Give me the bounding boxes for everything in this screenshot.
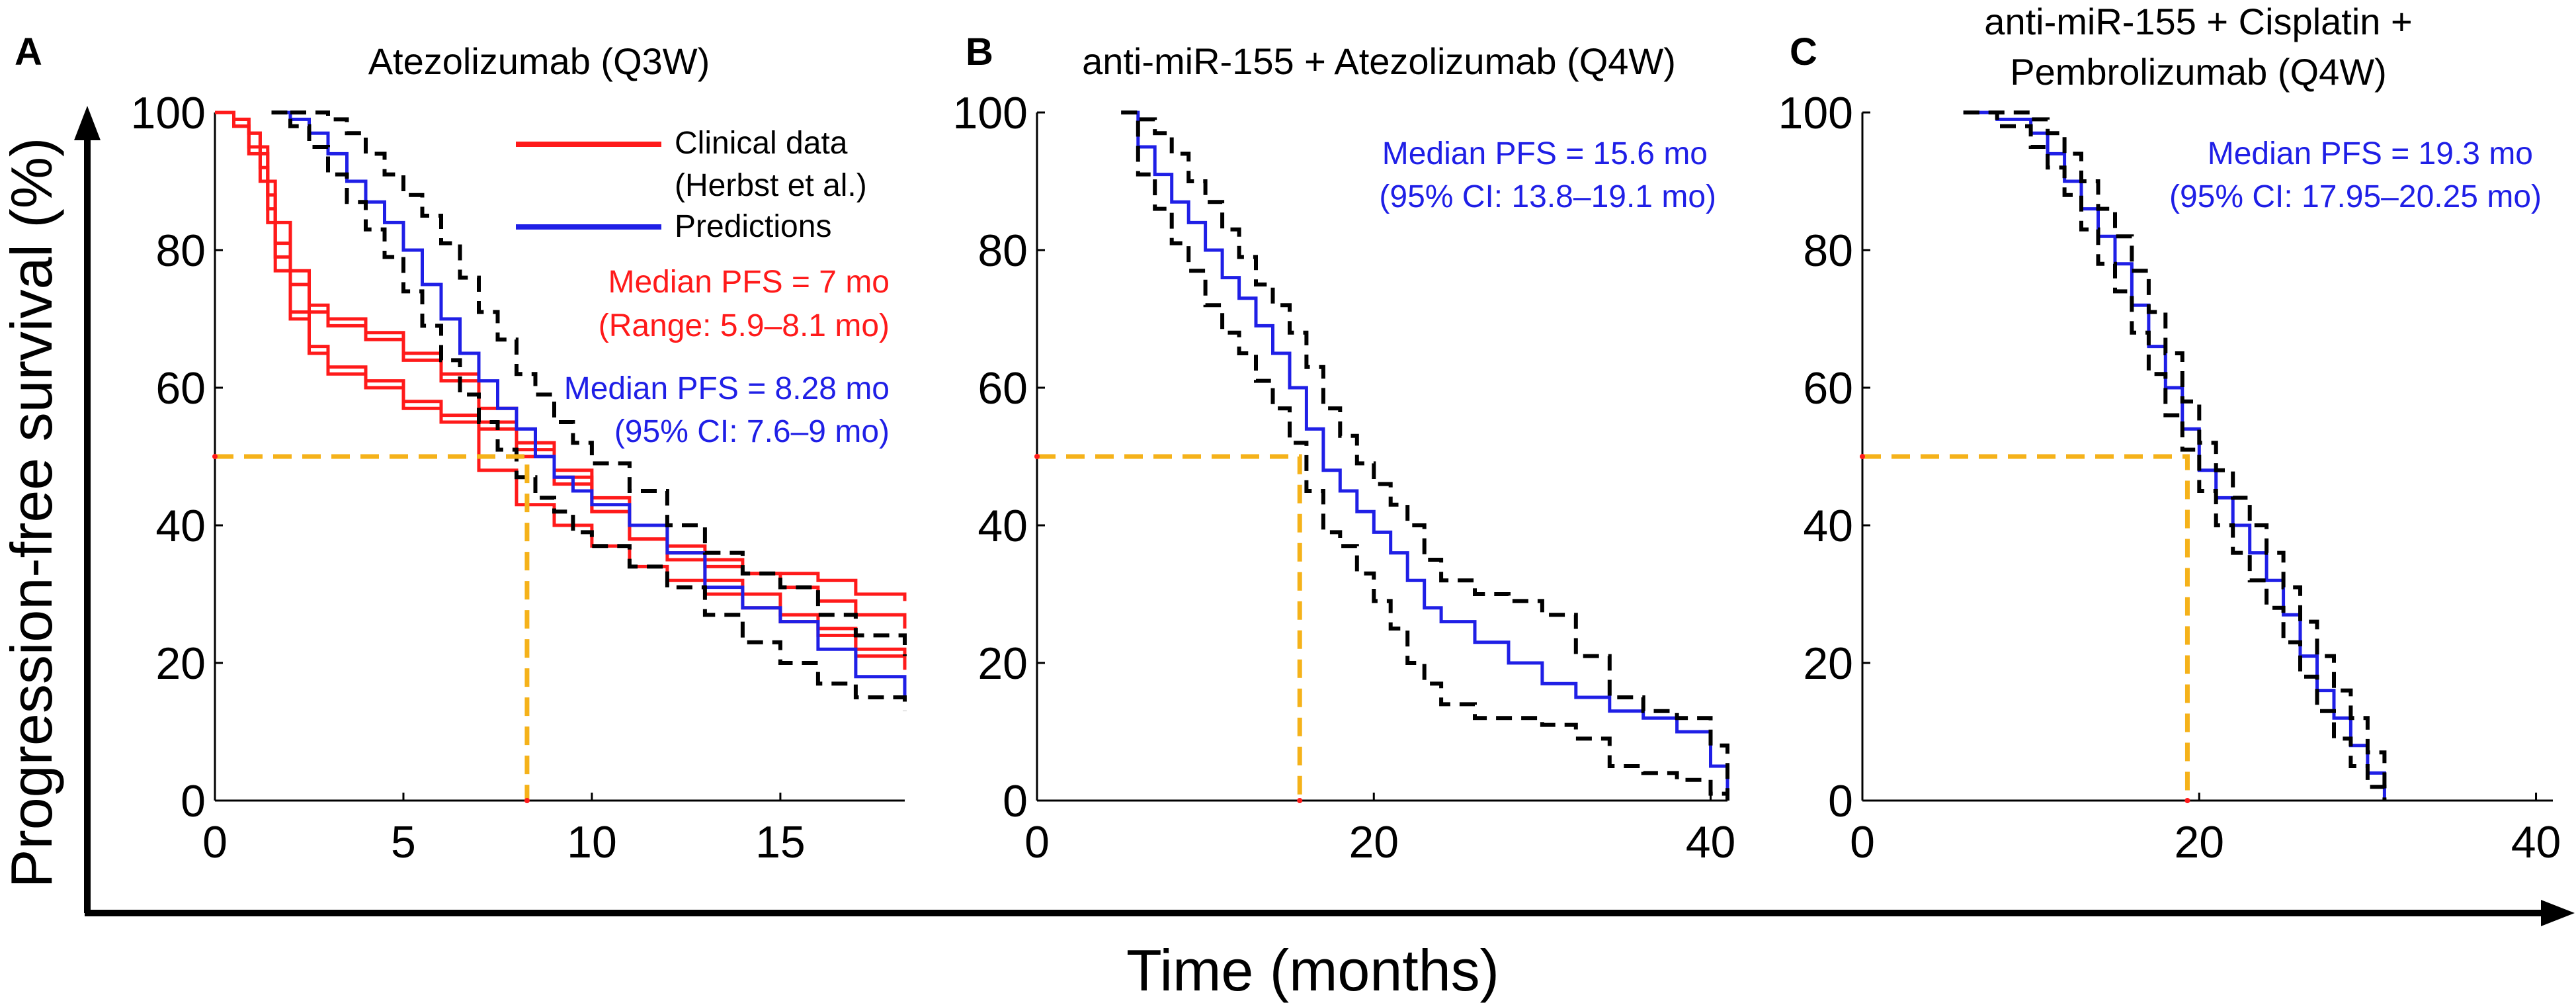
panel-letter-c: C	[1790, 30, 1817, 73]
annotation-a-pred-ci: (95% CI: 7.6–9 mo)	[614, 414, 890, 449]
x-axis-title: Time (months)	[1126, 938, 1499, 1003]
plot-area-c: 0 20 40 60 80 100 0 20 40	[1778, 88, 2561, 867]
y-tick-label-a-40: 40	[155, 501, 206, 551]
panel-b: B anti-miR-155 + Atezolizumab (Q4W) 0 20 4…	[953, 30, 1736, 867]
series-ci-lower-c	[1963, 110, 2387, 801]
y-tick-label-c-20: 20	[1803, 638, 1853, 689]
annotation-a-clinical-range: (Range: 5.9–8.1 mo)	[599, 308, 890, 343]
annotation-b-pred-median: Median PFS = 15.6 mo	[1382, 136, 1708, 171]
y-tick-label-a-20: 20	[155, 638, 206, 689]
x-tick-label-a-0: 0	[202, 817, 228, 867]
panel-title-a: Atezolizumab (Q3W)	[368, 40, 710, 82]
y-tick-label-c-100: 100	[1778, 88, 1853, 138]
plot-area-a: 0 20 40 60 80 100 0 5 10 15	[131, 88, 907, 867]
y-tick-label-a-0: 0	[181, 776, 206, 826]
x-tick-label-a-5: 5	[391, 817, 416, 867]
series-prediction-c	[1963, 110, 2386, 801]
x-tick-label-b-40: 40	[1686, 817, 1736, 867]
y-tick-label-b-40: 40	[977, 501, 1028, 551]
annotation-c-pred-ci: (95% CI: 17.95–20.25 mo)	[2169, 179, 2542, 214]
series-ci-upper-b	[1121, 110, 1729, 801]
y-tick-label-c-40: 40	[1803, 501, 1853, 551]
panel-letter-a: A	[15, 30, 42, 73]
panel-title-c-line2: Pembrolizumab (Q4W)	[2010, 51, 2386, 93]
y-tick-label-b-80: 80	[977, 226, 1028, 276]
median-guide-b	[1037, 454, 1302, 801]
median-marker-y-c	[1860, 454, 1865, 459]
y-axis-title: Progression-free survival (%)	[0, 138, 64, 889]
median-guide-c	[1862, 454, 2190, 801]
series-ci-upper-c	[1963, 110, 2387, 794]
x-tick-label-a-10: 10	[567, 817, 617, 867]
y-tick-label-c-80: 80	[1803, 226, 1853, 276]
annotation-b-pred-ci: (95% CI: 13.8–19.1 mo)	[1379, 179, 1716, 214]
series-prediction-a	[278, 110, 907, 697]
x-tick-label-b-0: 0	[1024, 817, 1050, 867]
y-tick-label-b-20: 20	[977, 638, 1028, 689]
plot-area-b: 0 20 40 60 80 100 0 20 40	[953, 88, 1736, 867]
annotation-a-clinical-median: Median PFS = 7 mo	[608, 265, 890, 300]
panel-letter-b: B	[966, 30, 993, 73]
y-tick-label-c-0: 0	[1828, 776, 1853, 826]
x-axis-arrowhead	[2541, 900, 2575, 926]
median-marker-x-b	[1297, 798, 1303, 803]
x-tick-label-a-15: 15	[755, 817, 806, 867]
annotation-c-pred-median: Median PFS = 19.3 mo	[2208, 136, 2533, 171]
median-marker-x-c	[2184, 798, 2190, 803]
y-tick-label-a-80: 80	[155, 226, 206, 276]
y-tick-label-a-60: 60	[155, 363, 206, 414]
series-prediction-b	[1121, 110, 1729, 801]
x-tick-label-c-20: 20	[2174, 817, 2224, 867]
y-tick-label-b-0: 0	[1003, 776, 1028, 826]
median-marker-y-a	[212, 454, 218, 459]
y-tick-label-b-100: 100	[953, 88, 1028, 138]
legend-label-clinical: Clinical data	[675, 126, 848, 161]
y-tick-label-b-60: 60	[977, 363, 1028, 414]
annotation-a-pred-median: Median PFS = 8.28 mo	[564, 371, 890, 406]
series-ci-lower-b	[1121, 110, 1729, 801]
panel-title-c-line1: anti-miR-155 + Cisplatin +	[1984, 1, 2412, 42]
y-tick-label-a-100: 100	[131, 88, 206, 138]
series-ci-lower-a	[271, 110, 907, 711]
x-tick-label-c-0: 0	[1850, 817, 1875, 867]
series-ci-upper-a	[290, 110, 907, 656]
legend: Clinical data (Herbst et al.) Prediction…	[516, 126, 867, 244]
median-marker-y-b	[1034, 454, 1040, 459]
x-tick-label-c-40: 40	[2511, 817, 2561, 867]
median-marker-x-a	[524, 798, 530, 803]
legend-label-clinical-source: (Herbst et al.)	[675, 168, 867, 203]
panel-title-b: anti-miR-155 + Atezolizumab (Q4W)	[1082, 40, 1676, 82]
legend-label-prediction: Predictions	[675, 209, 831, 244]
x-tick-label-b-20: 20	[1349, 817, 1399, 867]
y-tick-label-c-60: 60	[1803, 363, 1853, 414]
median-guide-a	[215, 454, 530, 801]
y-axis-arrowhead	[74, 106, 101, 140]
panel-c: C anti-miR-155 + Cisplatin + Pembrolizum…	[1778, 1, 2561, 867]
